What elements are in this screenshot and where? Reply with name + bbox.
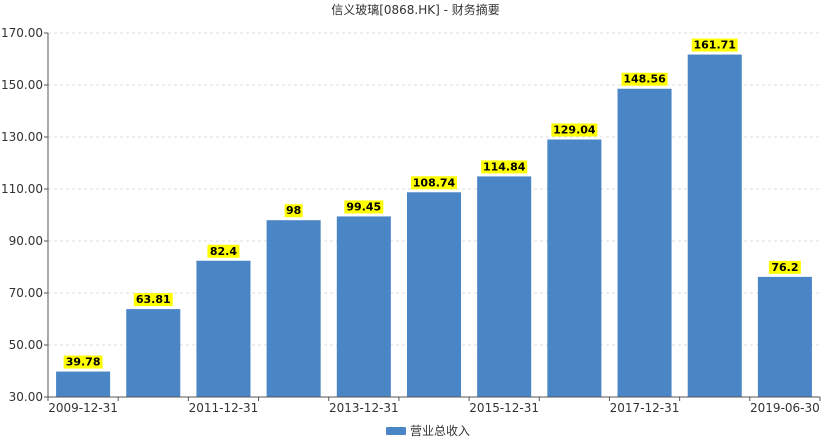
bar[interactable] — [617, 88, 672, 397]
legend[interactable]: 营业总收入 — [386, 424, 470, 438]
bar[interactable] — [126, 309, 181, 397]
data-label-bg — [621, 72, 668, 86]
legend-label: 营业总收入 — [410, 424, 470, 438]
legend-swatch — [386, 427, 406, 435]
y-tick-label: 130.00 — [1, 130, 43, 144]
y-tick-label: 170.00 — [1, 26, 43, 40]
data-label: 98 — [286, 204, 301, 217]
x-tick-label: 2013-12-31 — [329, 401, 399, 415]
axes: 30.00 50.00 70.00 90.00 110.00 130.00 150.00 17… — [1, 26, 821, 415]
data-label: 76.2 — [771, 261, 798, 274]
bar[interactable] — [687, 54, 742, 397]
bars — [56, 54, 812, 397]
data-label-bg — [63, 355, 103, 369]
bar[interactable] — [56, 371, 111, 397]
y-tick-label: 110.00 — [1, 182, 43, 196]
y-tick-label: 150.00 — [1, 78, 43, 92]
bar[interactable] — [477, 176, 532, 397]
data-label-bg — [551, 123, 598, 137]
bar[interactable] — [196, 260, 251, 397]
data-label: 114.84 — [483, 160, 526, 173]
data-label: 161.71 — [694, 39, 736, 52]
y-tick-label: 50.00 — [9, 338, 43, 352]
x-tick-label: 2009-12-31 — [48, 401, 118, 415]
data-label-bg — [133, 293, 173, 307]
bar[interactable] — [406, 192, 462, 397]
data-label-bg — [207, 244, 240, 258]
data-label: 148.56 — [623, 73, 666, 86]
data-label-bg — [344, 200, 384, 214]
data-label-bg — [481, 160, 528, 174]
data-label-bg — [691, 38, 738, 52]
x-tick-label: 2015-12-31 — [469, 401, 539, 415]
data-label: 99.45 — [346, 200, 381, 213]
data-label: 82.4 — [210, 245, 237, 258]
data-label-bg — [768, 260, 801, 274]
x-tick-label: 2017-12-31 — [610, 401, 680, 415]
y-tick-label: 90.00 — [9, 234, 43, 248]
data-label-bg — [284, 204, 303, 218]
bar[interactable] — [336, 216, 391, 397]
data-label: 108.74 — [413, 176, 456, 189]
chart-title: 信义玻璃[0868.HK] - 财务摘要 — [331, 2, 500, 17]
data-labels: 39.78 63.81 82.4 98 99.45 108.74 114.84 129.04 1… — [63, 38, 801, 369]
y-tick-label: 30.00 — [9, 390, 43, 404]
x-tick-label: 2019-06-30 — [750, 401, 820, 415]
data-label: 129.04 — [553, 123, 596, 136]
data-label: 63.81 — [136, 293, 171, 306]
bar[interactable] — [757, 276, 812, 397]
y-tick-label: 70.00 — [9, 286, 43, 300]
data-label-bg — [411, 176, 457, 190]
bar[interactable] — [266, 220, 321, 397]
bar[interactable] — [547, 139, 602, 397]
data-label: 39.78 — [66, 356, 101, 369]
x-tick-label: 2011-12-31 — [189, 401, 259, 415]
